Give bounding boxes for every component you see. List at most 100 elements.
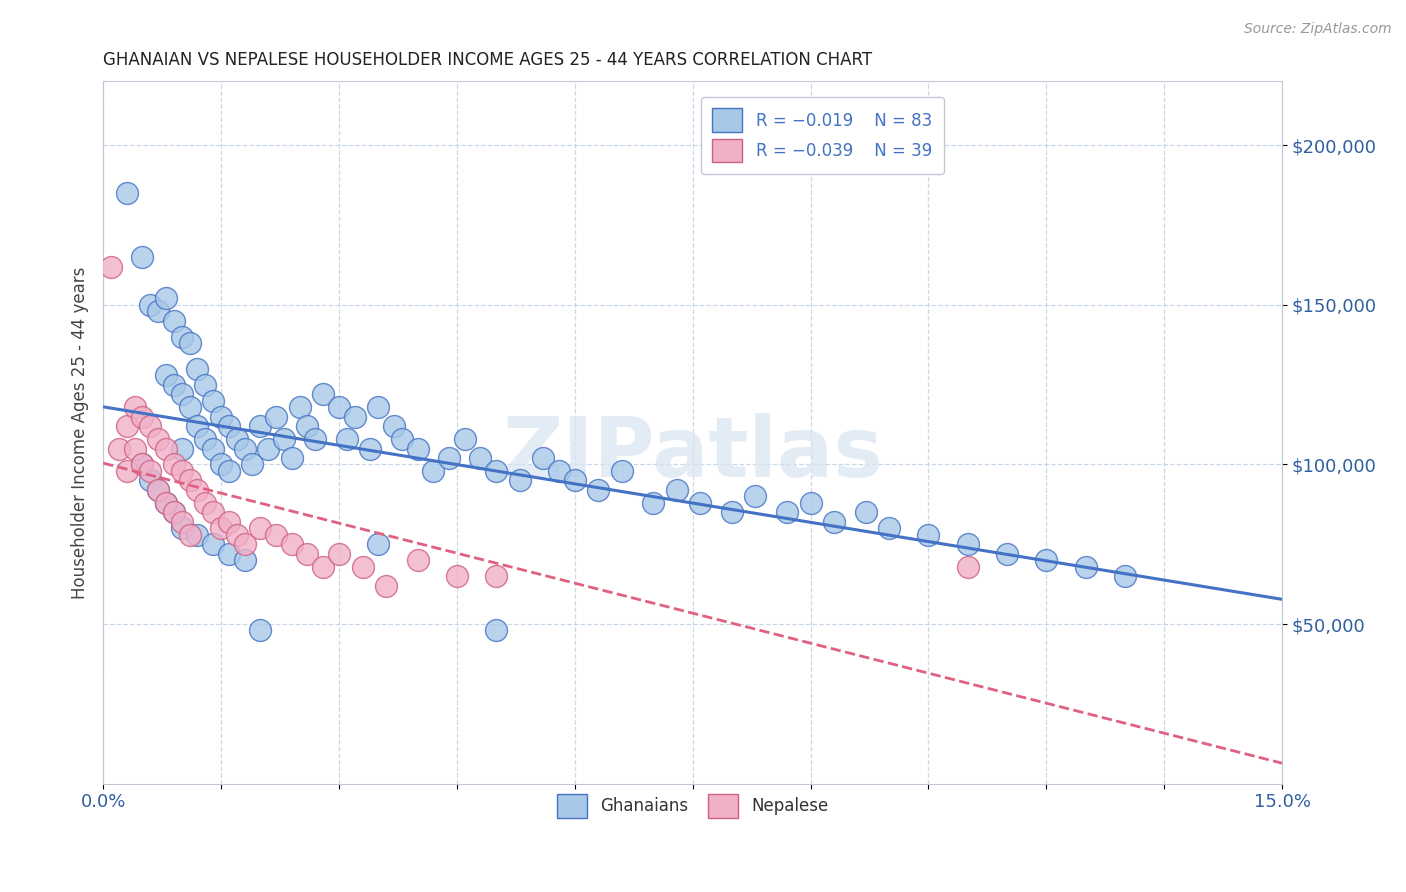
Point xyxy=(186,483,208,497)
Point xyxy=(202,393,225,408)
Point xyxy=(382,419,405,434)
Point xyxy=(218,547,240,561)
Point xyxy=(131,458,153,472)
Point xyxy=(485,464,508,478)
Point xyxy=(100,260,122,274)
Point xyxy=(163,458,186,472)
Point xyxy=(209,521,232,535)
Point xyxy=(155,292,177,306)
Point xyxy=(170,515,193,529)
Point xyxy=(179,336,201,351)
Point xyxy=(744,489,766,503)
Point xyxy=(155,442,177,456)
Point xyxy=(485,624,508,638)
Point xyxy=(610,464,633,478)
Point xyxy=(194,496,217,510)
Point xyxy=(312,559,335,574)
Point xyxy=(548,464,571,478)
Point xyxy=(131,458,153,472)
Point xyxy=(131,409,153,424)
Point xyxy=(124,400,146,414)
Point xyxy=(509,474,531,488)
Point xyxy=(218,464,240,478)
Point xyxy=(689,496,711,510)
Point xyxy=(877,521,900,535)
Point xyxy=(367,537,389,551)
Point xyxy=(155,368,177,382)
Point xyxy=(218,419,240,434)
Point xyxy=(146,483,169,497)
Point xyxy=(855,505,877,519)
Point xyxy=(225,527,247,541)
Point xyxy=(643,496,665,510)
Point xyxy=(359,442,381,456)
Point xyxy=(179,474,201,488)
Point xyxy=(146,432,169,446)
Point xyxy=(917,527,939,541)
Point xyxy=(233,537,256,551)
Point xyxy=(264,527,287,541)
Point xyxy=(1074,559,1097,574)
Point xyxy=(264,409,287,424)
Text: ZIPatlas: ZIPatlas xyxy=(502,413,883,494)
Point xyxy=(281,537,304,551)
Point xyxy=(115,419,138,434)
Point xyxy=(799,496,821,510)
Point xyxy=(179,400,201,414)
Point xyxy=(776,505,799,519)
Point xyxy=(179,527,201,541)
Point xyxy=(249,419,271,434)
Point xyxy=(721,505,744,519)
Point xyxy=(155,496,177,510)
Text: Source: ZipAtlas.com: Source: ZipAtlas.com xyxy=(1244,22,1392,37)
Point xyxy=(328,547,350,561)
Point xyxy=(209,409,232,424)
Point xyxy=(170,330,193,344)
Point xyxy=(470,451,492,466)
Point xyxy=(422,464,444,478)
Point xyxy=(956,559,979,574)
Point xyxy=(146,483,169,497)
Point xyxy=(194,432,217,446)
Point xyxy=(170,442,193,456)
Point xyxy=(108,442,131,456)
Point xyxy=(1035,553,1057,567)
Point xyxy=(281,451,304,466)
Point xyxy=(233,442,256,456)
Point xyxy=(406,442,429,456)
Point xyxy=(139,474,162,488)
Point xyxy=(304,432,326,446)
Point xyxy=(163,314,186,328)
Point xyxy=(202,442,225,456)
Point xyxy=(1114,569,1136,583)
Point xyxy=(163,377,186,392)
Point xyxy=(233,553,256,567)
Point xyxy=(406,553,429,567)
Point xyxy=(209,458,232,472)
Point xyxy=(170,387,193,401)
Point xyxy=(202,505,225,519)
Point xyxy=(352,559,374,574)
Point xyxy=(328,400,350,414)
Point xyxy=(249,521,271,535)
Legend: Ghanaians, Nepalese: Ghanaians, Nepalese xyxy=(550,788,835,824)
Point xyxy=(225,432,247,446)
Point xyxy=(139,464,162,478)
Point xyxy=(131,250,153,264)
Point xyxy=(170,464,193,478)
Point xyxy=(995,547,1018,561)
Point xyxy=(163,505,186,519)
Point xyxy=(139,298,162,312)
Point xyxy=(170,521,193,535)
Point xyxy=(163,505,186,519)
Point xyxy=(485,569,508,583)
Point xyxy=(956,537,979,551)
Point xyxy=(202,537,225,551)
Point xyxy=(242,458,264,472)
Point xyxy=(194,377,217,392)
Point xyxy=(564,474,586,488)
Point xyxy=(336,432,359,446)
Point xyxy=(249,624,271,638)
Point xyxy=(288,400,311,414)
Point xyxy=(588,483,610,497)
